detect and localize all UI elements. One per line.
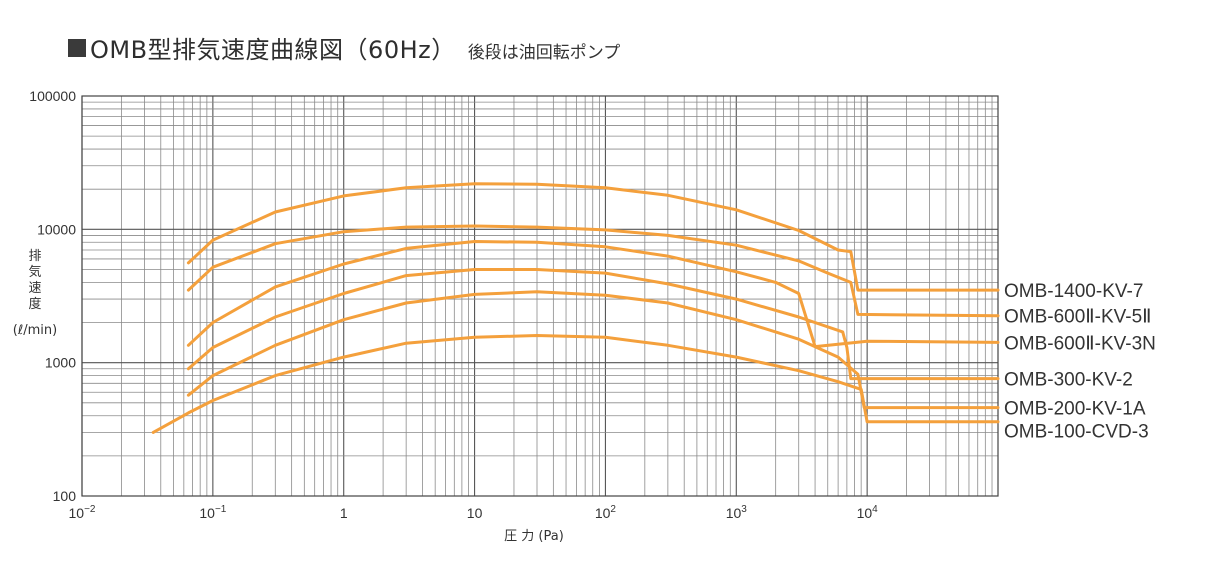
series-label: OMB-300-KV-2 xyxy=(1004,370,1133,391)
x-tick-label: 10 xyxy=(467,505,483,521)
series-line xyxy=(186,290,1000,410)
chart-series xyxy=(151,182,1000,434)
x-tick-label: 10−1 xyxy=(199,504,226,521)
y-axis-label-char: 度 xyxy=(28,296,41,312)
x-axis-label: 圧 力 (Pa) xyxy=(504,529,564,544)
x-tick-exponent: 2 xyxy=(610,504,616,515)
y-axis-label-char: 速 xyxy=(28,281,41,296)
y-tick-label: 100 xyxy=(53,488,77,504)
series-line xyxy=(186,182,1000,292)
series-label: OMB-100-CVD-3 xyxy=(1004,422,1149,443)
chart-subtitle: 後段は油回転ポンプ xyxy=(467,43,621,63)
title-bullet-square xyxy=(68,39,86,57)
chart-title: OMB型排気速度曲線図（60Hz） 後段は油回転ポンプ xyxy=(68,30,620,65)
x-tick-base: 1 xyxy=(340,505,348,521)
y-tick-label: 100000 xyxy=(29,88,76,104)
series-line xyxy=(151,334,1000,434)
x-tick-exponent: 3 xyxy=(741,504,747,515)
series-label: OMB-600Ⅱ-KV-5Ⅱ xyxy=(1004,307,1152,328)
x-tick-label: 10−2 xyxy=(69,504,96,521)
x-tick-label: 104 xyxy=(857,504,879,521)
series-label: OMB-1400-KV-7 xyxy=(1004,281,1143,302)
series-line xyxy=(186,268,1000,381)
x-tick-label: 102 xyxy=(595,504,617,521)
y-tick-label: 10000 xyxy=(37,221,76,237)
x-tick-base: 10 xyxy=(595,505,611,521)
x-tick-exponent: −1 xyxy=(215,504,227,515)
series-label: OMB-200-KV-1A xyxy=(1004,399,1146,420)
plot-frame xyxy=(81,95,999,497)
chart-title-text: OMB型排気速度曲線図（60Hz） xyxy=(90,36,456,64)
series-line xyxy=(186,224,1000,318)
chart-grid xyxy=(81,95,999,497)
y-axis-unit: (ℓ/min) xyxy=(13,323,57,338)
y-axis-label-char: 排 xyxy=(28,249,41,264)
y-axis-ticks: 100 1000 10000 100000 xyxy=(29,88,76,504)
x-tick-label: 103 xyxy=(726,504,748,521)
y-tick-label: 1000 xyxy=(45,355,76,371)
series-line xyxy=(186,240,1000,349)
series-label: OMB-600Ⅱ-KV-3N xyxy=(1004,333,1156,354)
y-axis-label-char: 気 xyxy=(28,264,41,280)
x-tick-base: 10 xyxy=(857,505,873,521)
x-tick-base: 10 xyxy=(199,505,215,521)
y-axis-label: 排気速度 (ℓ/min) xyxy=(13,249,57,338)
x-tick-label: 1 xyxy=(340,505,348,521)
x-tick-base: 10 xyxy=(69,505,85,521)
x-tick-base: 10 xyxy=(467,505,483,521)
x-tick-exponent: 4 xyxy=(872,504,878,515)
series-labels: OMB-1400-KV-7 OMB-600Ⅱ-KV-5Ⅱ OMB-600Ⅱ-KV-3… xyxy=(1004,281,1156,443)
x-axis-ticks: 10−2 10−1 1 10 102 103 104 xyxy=(69,504,879,521)
x-tick-base: 10 xyxy=(726,505,742,521)
x-tick-exponent: −2 xyxy=(84,504,96,515)
